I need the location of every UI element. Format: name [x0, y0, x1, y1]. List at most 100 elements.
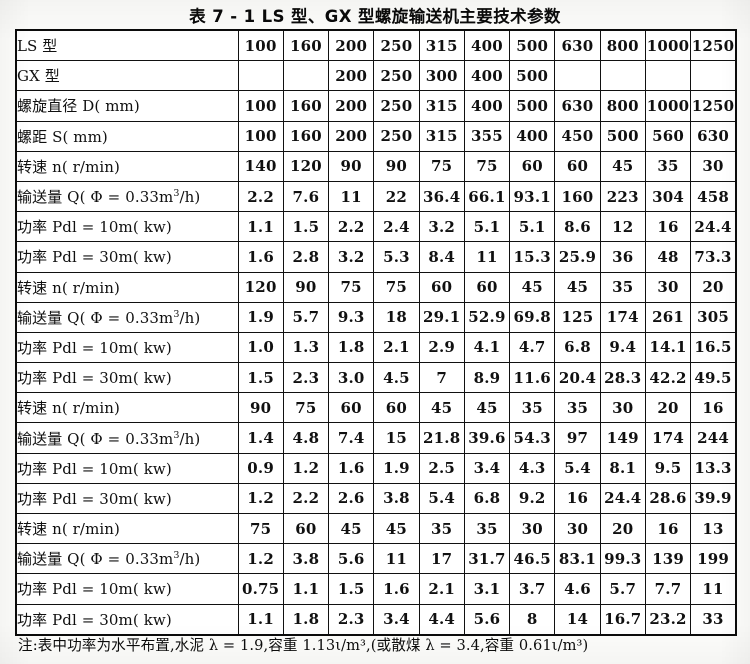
table-cell: 8.9 [463, 362, 511, 394]
table-cell: 8 [509, 603, 556, 636]
table-cell [644, 60, 692, 92]
row-label: 功率 Pdl = 30m( kw) [15, 362, 239, 394]
table-cell: 160 [282, 29, 330, 62]
table-cell: 97 [554, 422, 601, 454]
table-cell: 1.5 [237, 362, 284, 394]
table-cell: 1.6 [373, 573, 420, 605]
exponent: 3 [173, 308, 180, 320]
table-cell: 800 [599, 29, 646, 62]
table-cell: 48 [644, 241, 692, 273]
table-cell: 2.6 [328, 482, 375, 515]
table-cell: 16 [644, 512, 692, 545]
exponent: 3 [173, 550, 180, 562]
table-cell: 500 [509, 29, 556, 62]
table-cell: 800 [599, 90, 646, 122]
table-cell: 8.6 [554, 211, 601, 243]
row-label: 转速 n( r/min) [15, 271, 239, 303]
table-cell: 4.4 [418, 603, 465, 636]
table-cell: 35 [599, 271, 646, 303]
table-cell: 20 [644, 392, 692, 424]
table-cell: 1000 [644, 90, 692, 122]
table-cell: 261 [644, 301, 692, 333]
table-cell: 60 [463, 271, 511, 303]
table-cell: 75 [373, 271, 420, 303]
table-cell: 14.1 [644, 331, 692, 364]
table-cell: 160 [282, 90, 330, 122]
table-cell: 28.3 [599, 362, 646, 394]
table-cell: 1.8 [282, 603, 330, 636]
table-cell: 0.9 [237, 452, 284, 484]
row-label: 转速 n( r/min) [15, 150, 239, 182]
table-row: 功率 Pdl = 10m( kw) 0.9 1.2 1.6 1.9 2.5 3.4 4.3 5.… [15, 452, 737, 484]
table-cell: 315 [418, 29, 465, 62]
table-cell: 46.5 [509, 543, 556, 575]
table-cell: 5.4 [418, 482, 465, 515]
table-cell: 83.1 [554, 543, 601, 575]
table-cell: 12 [599, 211, 646, 243]
table-cell: 42.2 [644, 362, 692, 394]
table-cell: 7.4 [328, 422, 375, 454]
table-cell: 35 [418, 512, 465, 545]
table-cell: 3.4 [463, 452, 511, 484]
table-cell: 16 [690, 392, 737, 424]
table-cell: 25.9 [554, 241, 601, 273]
table-cell: 3.4 [373, 603, 420, 636]
row-label: 转速 n( r/min) [15, 512, 239, 545]
table-cell: 31.7 [463, 543, 511, 575]
table-row: 转速 n( r/min) 90 75 60 60 45 45 35 35 30 20 16 [15, 392, 737, 424]
table-cell: 2.1 [373, 331, 420, 364]
table-cell: 5.7 [282, 301, 330, 333]
table-cell: 39.6 [463, 422, 511, 454]
table-cell: 315 [418, 120, 465, 152]
row-label: 输送量 Q( Φ = 0.33m3/h) [15, 543, 239, 575]
table-cell: 90 [373, 150, 420, 182]
row-label: GX 型 [15, 60, 239, 92]
table-note: 注:表中功率为水平布置,水泥 λ = 1.9,容重 1.13ι/m³,(或散煤 … [18, 637, 589, 654]
table-row: 输送量 Q( Φ = 0.33m3/h) 1.2 3.8 5.6 11 17 31.7 46.… [15, 543, 737, 575]
table-cell: 199 [690, 543, 737, 575]
table-row: 螺旋直径 D( mm) 100 160 200 250 315 400 500 630 800 10… [15, 90, 737, 122]
table-row: 功率 Pdl = 30m( kw) 1.6 2.8 3.2 5.3 8.4 11 15.3 25… [15, 241, 737, 273]
table-cell: 630 [690, 120, 737, 152]
table-cell: 100 [237, 120, 284, 152]
table-cell: 35 [463, 512, 511, 545]
row-label: 功率 Pdl = 10m( kw) [15, 452, 239, 484]
table-container: LS 型 100 160 200 250 315 400 500 630 800 1000 1250 G… [15, 29, 737, 636]
table-cell: 250 [373, 29, 420, 62]
table-cell: 250 [373, 120, 420, 152]
table-row: 功率 Pdl = 30m( kw) 1.2 2.2 2.6 3.8 5.4 6.8 9.2 16… [15, 482, 737, 515]
table-cell: 52.9 [463, 301, 511, 333]
table-cell: 24.4 [599, 482, 646, 515]
table-cell: 1.5 [328, 573, 375, 605]
table-cell: 1.5 [282, 211, 330, 243]
table-title: 表 7 - 1 LS 型、GX 型螺旋输送机主要技术参数 [189, 7, 561, 26]
table-cell: 23.2 [644, 603, 692, 636]
table-cell: 13.3 [690, 452, 737, 484]
table-cell: 304 [644, 180, 692, 213]
table-cell: 1.3 [282, 331, 330, 364]
table-cell: 18 [373, 301, 420, 333]
table-cell: 35 [644, 150, 692, 182]
table-cell: 20 [599, 512, 646, 545]
table-cell: 2.1 [418, 573, 465, 605]
table-cell: 200 [328, 120, 375, 152]
table-cell: 54.3 [509, 422, 556, 454]
table-cell: 3.8 [373, 482, 420, 515]
table-cell: 1.6 [237, 241, 284, 273]
table-cell: 1.6 [328, 452, 375, 484]
table-cell: 30 [644, 271, 692, 303]
table-cell: 29.1 [418, 301, 465, 333]
table-cell: 15 [373, 422, 420, 454]
table-cell: 174 [599, 301, 646, 333]
table-cell: 3.2 [328, 241, 375, 273]
table-cell: 3.0 [328, 362, 375, 394]
table-cell: 73.3 [690, 241, 737, 273]
row-label: 功率 Pdl = 10m( kw) [15, 573, 239, 605]
table-cell: 250 [373, 60, 420, 92]
table-cell: 160 [554, 180, 601, 213]
table-cell: 5.3 [373, 241, 420, 273]
table-cell: 160 [282, 120, 330, 152]
table-row: 转速 n( r/min) 120 90 75 75 60 60 45 45 35 30 20 [15, 271, 737, 303]
table-cell: 9.3 [328, 301, 375, 333]
